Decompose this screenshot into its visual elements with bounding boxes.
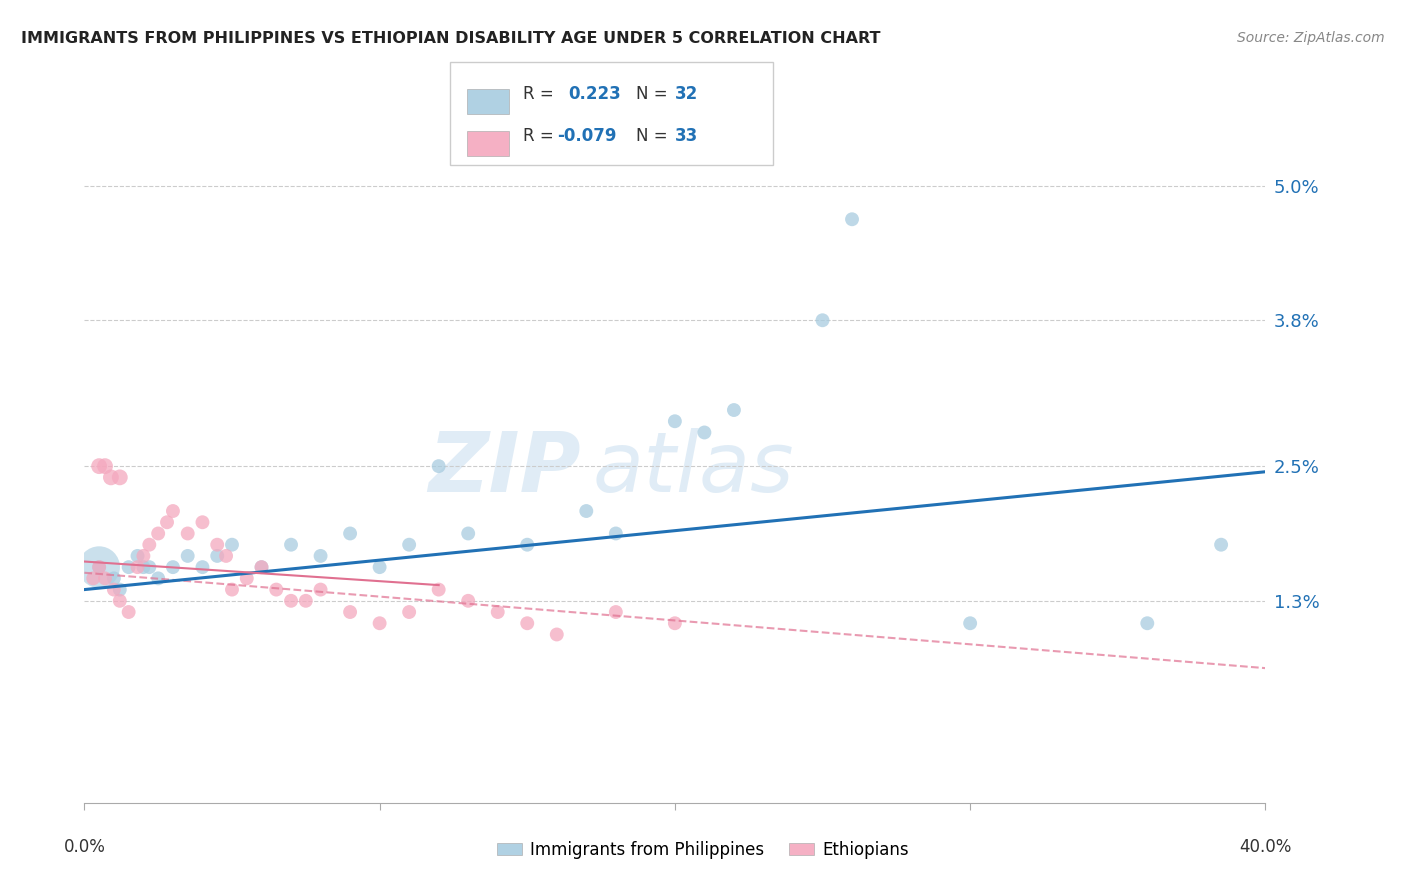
Point — [108, 582, 131, 597]
Point — [138, 538, 160, 552]
Point — [398, 605, 420, 619]
Point — [841, 212, 863, 227]
Point — [177, 549, 200, 563]
Point — [205, 538, 228, 552]
Point — [664, 414, 686, 428]
Point — [339, 526, 361, 541]
Point — [575, 504, 598, 518]
Text: -0.079: -0.079 — [557, 127, 616, 145]
Point — [280, 538, 302, 552]
Point — [108, 594, 131, 608]
Point — [191, 515, 214, 529]
Point — [127, 549, 149, 563]
Point — [664, 616, 686, 631]
Point — [177, 526, 200, 541]
Point — [693, 425, 716, 440]
Point — [295, 594, 318, 608]
Point — [89, 560, 111, 574]
Point — [457, 594, 479, 608]
Point — [811, 313, 834, 327]
Point — [516, 538, 538, 552]
Point — [138, 560, 160, 574]
Point — [236, 571, 259, 585]
Point — [205, 549, 228, 563]
Point — [89, 560, 111, 574]
Text: N =: N = — [636, 127, 666, 145]
Text: R =: R = — [523, 85, 554, 103]
Point — [605, 526, 627, 541]
Text: 33: 33 — [675, 127, 699, 145]
Point — [1136, 616, 1159, 631]
Point — [94, 571, 117, 585]
Point — [486, 605, 509, 619]
Point — [118, 605, 141, 619]
Point — [250, 560, 273, 574]
Point — [605, 605, 627, 619]
Point — [82, 571, 104, 585]
Text: 0.223: 0.223 — [568, 85, 621, 103]
Text: R =: R = — [523, 127, 554, 145]
Point — [89, 459, 111, 474]
Point — [132, 549, 155, 563]
Point — [368, 560, 391, 574]
Text: IMMIGRANTS FROM PHILIPPINES VS ETHIOPIAN DISABILITY AGE UNDER 5 CORRELATION CHAR: IMMIGRANTS FROM PHILIPPINES VS ETHIOPIAN… — [21, 31, 880, 46]
Point — [100, 470, 122, 484]
Text: 32: 32 — [675, 85, 699, 103]
Point — [427, 582, 450, 597]
Point — [546, 627, 568, 641]
Point — [309, 582, 332, 597]
Point — [118, 560, 141, 574]
Point — [221, 582, 243, 597]
Point — [162, 504, 184, 518]
Point — [191, 560, 214, 574]
Text: 0.0%: 0.0% — [63, 838, 105, 856]
Point — [132, 560, 155, 574]
Point — [398, 538, 420, 552]
Point — [250, 560, 273, 574]
Point — [516, 616, 538, 631]
Point — [339, 605, 361, 619]
Point — [280, 594, 302, 608]
Point — [221, 538, 243, 552]
Text: 40.0%: 40.0% — [1239, 838, 1292, 856]
Text: Source: ZipAtlas.com: Source: ZipAtlas.com — [1237, 31, 1385, 45]
Point — [959, 616, 981, 631]
Legend: Immigrants from Philippines, Ethiopians: Immigrants from Philippines, Ethiopians — [491, 835, 915, 866]
Point — [148, 571, 170, 585]
Point — [1209, 538, 1232, 552]
Point — [162, 560, 184, 574]
Point — [103, 582, 125, 597]
Point — [457, 526, 479, 541]
Point — [723, 403, 745, 417]
Point — [94, 459, 117, 474]
Point — [368, 616, 391, 631]
Point — [427, 459, 450, 474]
Point — [108, 470, 131, 484]
Point — [156, 515, 179, 529]
Text: N =: N = — [636, 85, 666, 103]
Point — [215, 549, 238, 563]
Point — [127, 560, 149, 574]
Point — [103, 571, 125, 585]
Point — [89, 560, 111, 574]
Point — [309, 549, 332, 563]
Text: ZIP: ZIP — [427, 428, 581, 509]
Point — [264, 582, 288, 597]
Text: atlas: atlas — [592, 428, 794, 509]
Point — [148, 526, 170, 541]
